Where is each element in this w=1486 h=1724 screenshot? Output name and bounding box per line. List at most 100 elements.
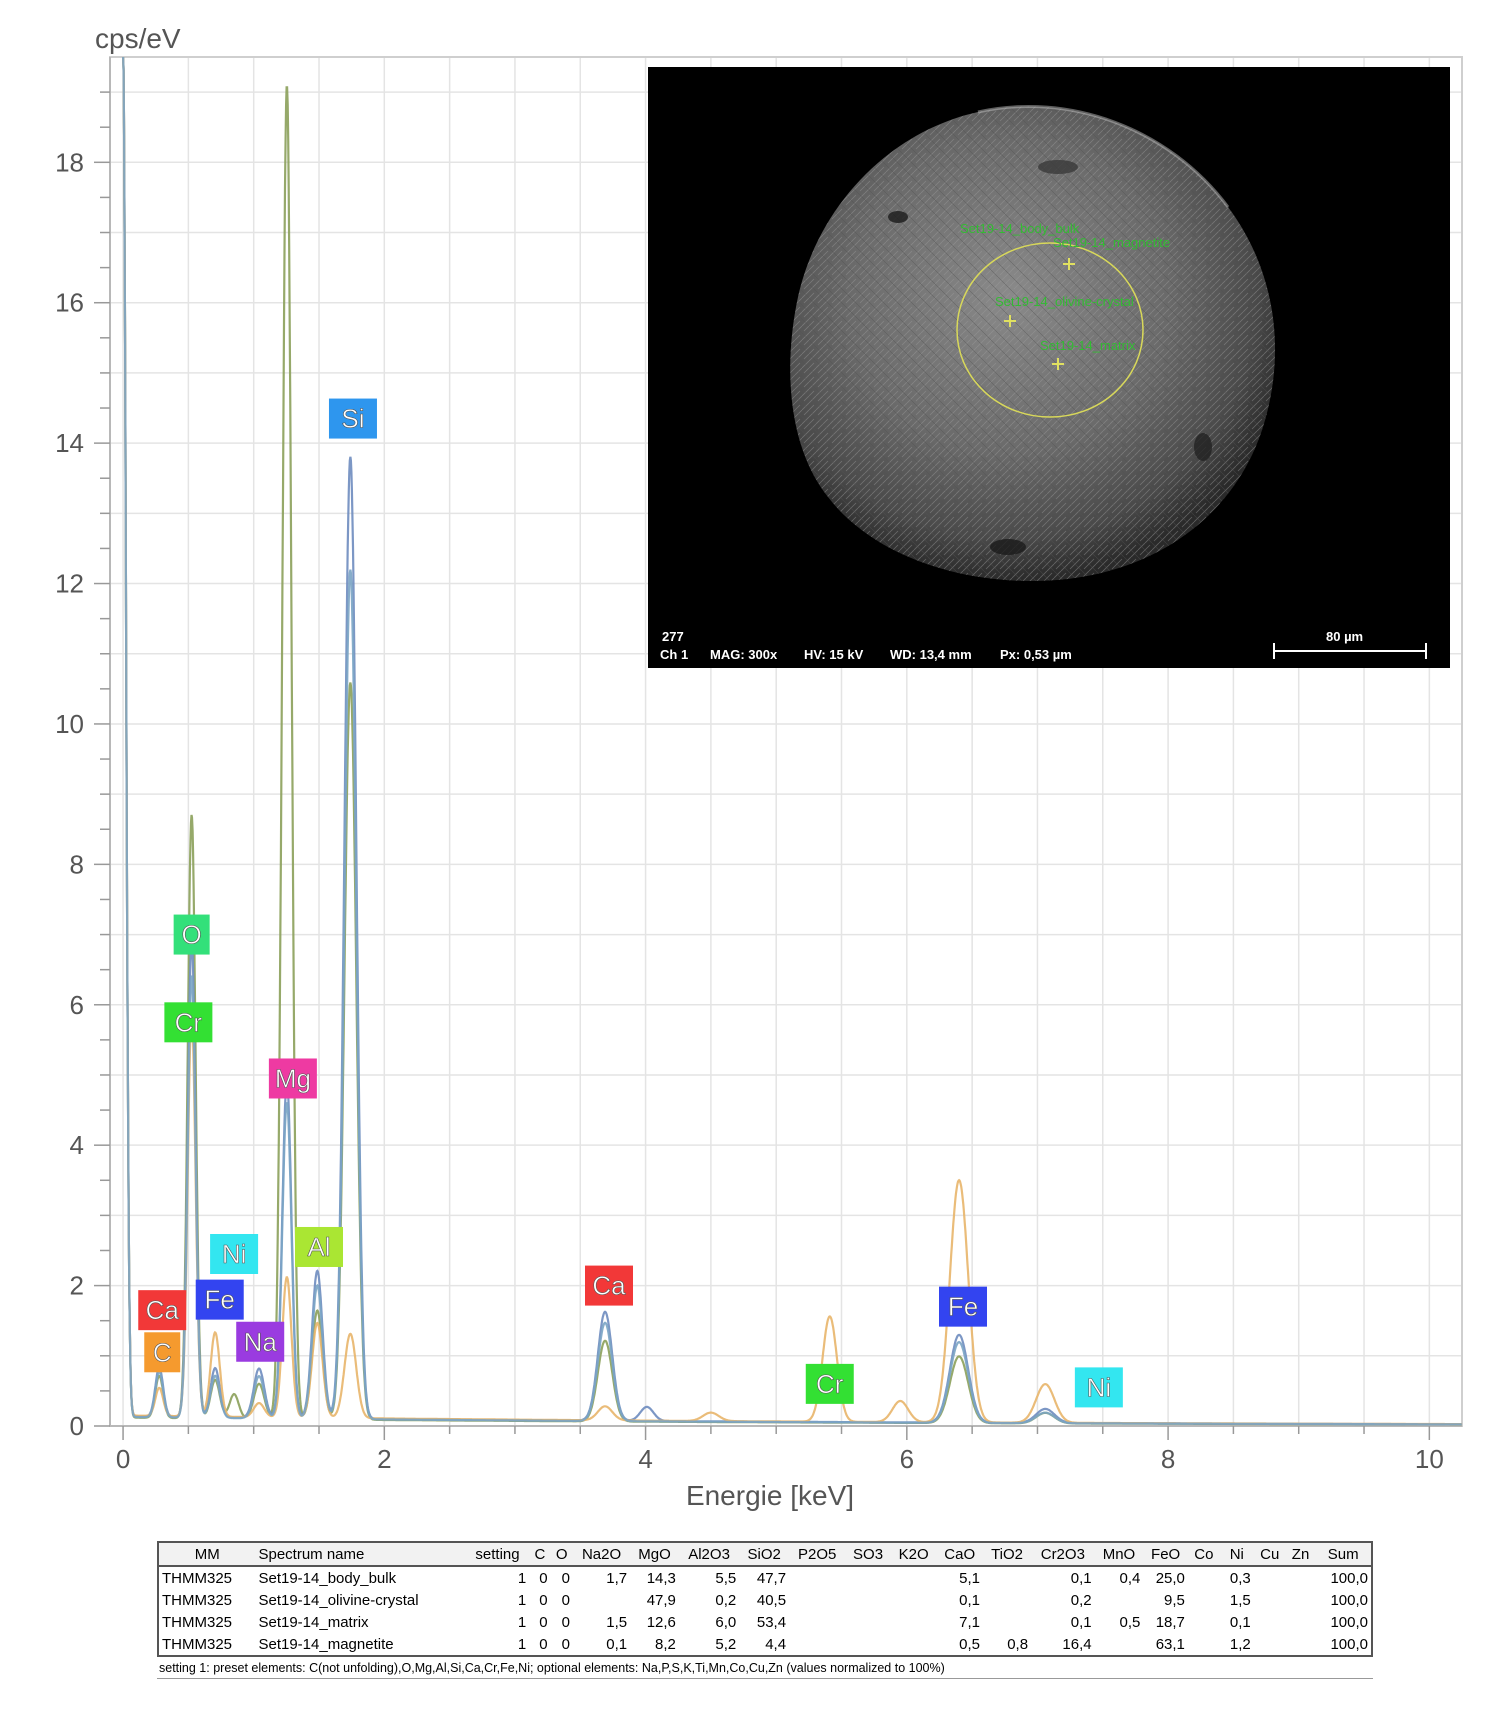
table-cell: 0,2 <box>715 1591 737 1609</box>
element-label-mg: Mg <box>268 1058 317 1099</box>
y-tick-label: 2 <box>70 1271 84 1301</box>
label-box <box>210 1233 259 1274</box>
element-label-c: C <box>144 1332 181 1373</box>
table-cell: 8,2 <box>655 1635 676 1653</box>
table-body: THMM325 Set19-14_body_bulk 1 0 0 1,7 14,3 5,5 47… <box>158 1566 1372 1656</box>
x-tick-label: 2 <box>377 1444 391 1474</box>
table-cell <box>789 1589 845 1611</box>
element-label-fe: Fe <box>195 1279 244 1320</box>
label-box <box>805 1363 854 1404</box>
spot-label-olivine: Set19-14_olivine-crystal <box>995 294 1134 309</box>
element-label-na: Na <box>236 1321 285 1362</box>
table-cell <box>845 1566 891 1589</box>
header-k2o: K2O <box>890 1542 937 1567</box>
table-cell: THMM325 <box>162 1591 233 1609</box>
y-axis-title: cps/eV <box>95 23 181 54</box>
table-cell <box>891 1566 937 1589</box>
label-text: Al <box>307 1232 330 1262</box>
header-cao: CaO <box>936 1542 984 1567</box>
table-cell <box>1254 1566 1286 1589</box>
table-cell <box>1188 1589 1220 1611</box>
label-box <box>1074 1367 1123 1408</box>
element-label-fe: Fe <box>939 1286 988 1327</box>
table-cell <box>983 1611 1031 1633</box>
table-cell <box>1286 1611 1316 1633</box>
table-cell: 100,0 <box>1330 1635 1368 1653</box>
table-cell: 53,4 <box>756 1613 787 1631</box>
label-box <box>328 398 377 439</box>
spectrum-series <box>122 56 1462 1426</box>
table-cell: 25,0 <box>1155 1569 1185 1587</box>
header-co: Co <box>1187 1542 1220 1567</box>
table-cell: 1 <box>517 1591 527 1609</box>
label-box <box>268 1058 317 1099</box>
label-box <box>295 1226 344 1267</box>
table-cell: 40,5 <box>756 1591 787 1609</box>
header-so3: SO3 <box>845 1542 891 1567</box>
table-header-row: MM Spectrum name setting C O Na2O MgO Al2O3 SiO2… <box>158 1542 1372 1567</box>
table-cell: 16,4 <box>1062 1635 1092 1653</box>
table-cell: 14,3 <box>646 1569 676 1587</box>
table-cell <box>845 1611 891 1633</box>
y-tick-label: 0 <box>70 1411 84 1441</box>
table-cell: 1,2 <box>1229 1635 1251 1653</box>
table-cell <box>1188 1633 1220 1656</box>
header-setting: setting <box>465 1542 530 1567</box>
table-row: THMM325 Set19-14_body_bulk 1 0 0 1,7 14,3 5,5 47… <box>158 1566 1372 1589</box>
label-text: Mg <box>275 1063 311 1093</box>
table-cell: 0 <box>539 1635 548 1653</box>
table-cell: THMM325 <box>162 1613 233 1631</box>
y-tick-label: 14 <box>55 428 84 458</box>
sem-image: Set19-14_body_bulk Set19-14_magnetite Se… <box>648 67 1450 668</box>
table-row: THMM325 Set19-14_magnetite 1 0 0 0,1 8,2 5,2 4,4… <box>158 1633 1372 1656</box>
table-cell: 0 <box>539 1591 548 1609</box>
table-cell: Set19-14_body_bulk <box>258 1569 397 1587</box>
table-cell <box>1286 1589 1316 1611</box>
header-mgo: MgO <box>630 1542 679 1567</box>
table-cell: 1,5 <box>606 1613 628 1631</box>
table-row: THMM325 Set19-14_matrix 1 0 0 1,5 12,6 6,0 53,4 7… <box>158 1611 1372 1633</box>
y-tick-label: 10 <box>55 709 84 739</box>
sem-scale-label: 80 µm <box>1326 629 1364 644</box>
table-cell <box>1254 1611 1286 1633</box>
table-cell <box>573 1589 630 1611</box>
table-cell: 5,1 <box>959 1569 981 1587</box>
table-cell: 1,7 <box>606 1569 628 1587</box>
table-cell <box>789 1633 845 1656</box>
label-text: Cr <box>175 1007 203 1037</box>
header-tio2: TiO2 <box>983 1542 1032 1567</box>
header-ni: Ni <box>1219 1542 1254 1567</box>
table-cell: 0,4 <box>1119 1569 1141 1587</box>
scale-bar <box>1273 643 1427 659</box>
table-cell: 47,7 <box>756 1569 787 1587</box>
element-label-cr: Cr <box>805 1363 854 1404</box>
composition-table: MM Spectrum name setting C O Na2O MgO Al2O3 SiO2… <box>157 1541 1373 1657</box>
label-box <box>195 1279 244 1320</box>
table-cell: 9,5 <box>1164 1591 1185 1609</box>
table-cell <box>1254 1589 1286 1611</box>
table-cell <box>1286 1566 1316 1589</box>
label-box <box>939 1286 988 1327</box>
spot-markers <box>1004 258 1075 370</box>
table-cell <box>1188 1566 1220 1589</box>
table-cell: 0,1 <box>1070 1569 1092 1587</box>
table-cell <box>891 1611 937 1633</box>
table-cell: THMM325 <box>162 1635 233 1653</box>
sem-working-distance: WD: 13,4 mm <box>890 647 972 662</box>
table-cell: Set19-14_magnetite <box>258 1635 394 1653</box>
table-cell: 0,2 <box>1070 1591 1092 1609</box>
label-box <box>144 1332 181 1373</box>
label-box <box>138 1290 187 1331</box>
table-cell: 18,7 <box>1155 1613 1185 1631</box>
label-text: Na <box>244 1327 278 1357</box>
spot-label-magnetite: Set19-14_magnetite <box>1053 235 1170 250</box>
label-text: Fe <box>948 1292 978 1322</box>
element-label-si: Si <box>328 398 377 439</box>
table-cell: 0,1 <box>959 1591 981 1609</box>
header-sio2: SiO2 <box>739 1542 790 1567</box>
sem-micrograph: Set19-14_body_bulk Set19-14_magnetite Se… <box>790 105 1427 659</box>
sem-high-voltage: HV: 15 kV <box>804 647 864 662</box>
table-cell: 0 <box>539 1569 548 1587</box>
table-cell: 100,0 <box>1330 1569 1368 1587</box>
table-cell: 0 <box>561 1591 570 1609</box>
